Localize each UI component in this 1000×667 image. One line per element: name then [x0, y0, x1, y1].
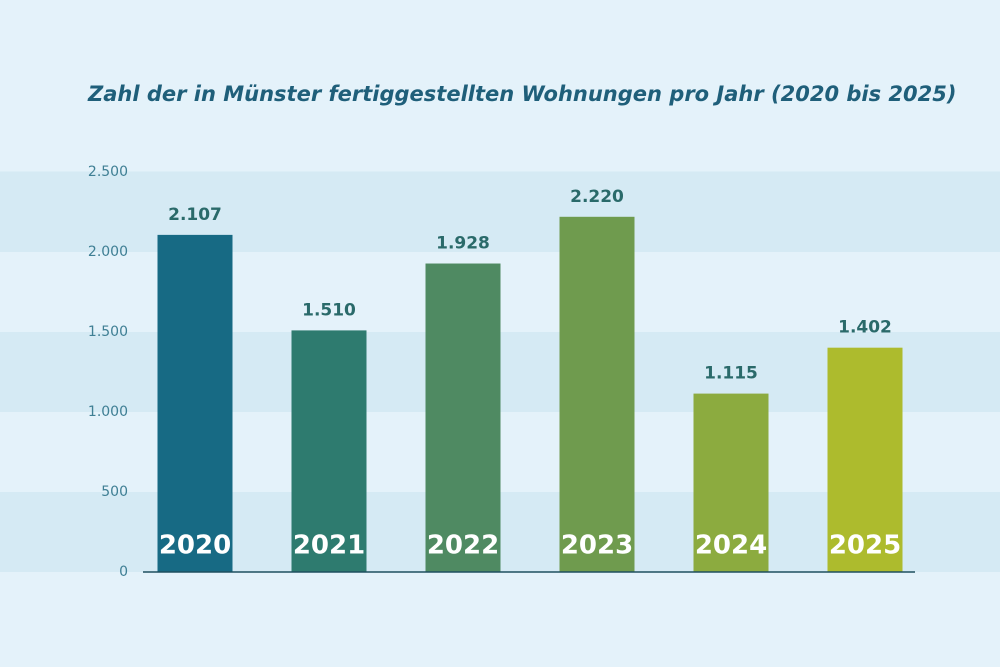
data-label: 1.115	[704, 364, 758, 384]
bar	[559, 216, 635, 573]
data-label: 2.107	[168, 205, 222, 225]
y-tick-label: 1.000	[88, 404, 128, 420]
y-tick-label: 2.000	[88, 244, 128, 260]
category-label: 2021	[293, 531, 365, 561]
bar	[291, 330, 367, 572]
category-label: 2022	[427, 531, 499, 561]
y-tick-label: 0	[119, 564, 128, 580]
bar	[157, 234, 233, 572]
bar	[425, 263, 501, 572]
category-label: 2020	[159, 531, 231, 561]
data-label: 2.220	[570, 187, 624, 207]
data-label: 1.402	[838, 318, 892, 338]
y-tick-label: 2.500	[88, 164, 128, 180]
category-label: 2023	[561, 531, 633, 561]
chart-title: Zahl der in Münster fertiggestellten Woh…	[87, 82, 956, 106]
y-tick-label: 500	[101, 484, 128, 500]
bar	[827, 347, 903, 572]
bar	[693, 393, 769, 572]
category-label: 2025	[829, 531, 901, 561]
data-label: 1.510	[302, 300, 356, 320]
category-label: 2024	[695, 531, 767, 561]
grid-band	[0, 172, 1000, 252]
data-label: 1.928	[436, 234, 490, 254]
y-tick-label: 1.500	[88, 324, 128, 340]
